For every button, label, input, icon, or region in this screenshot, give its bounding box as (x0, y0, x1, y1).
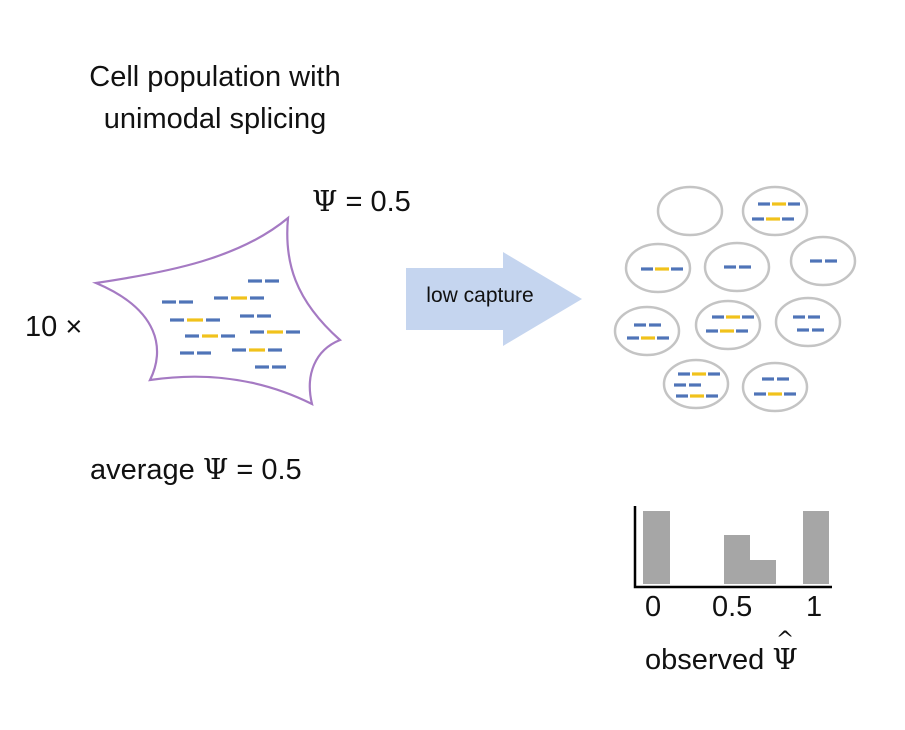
psi-symbol: Ψ (312, 184, 338, 218)
droplet (703, 241, 771, 293)
diagram-title: Cell population with unimodal splicing (40, 56, 390, 140)
psi-value: = 0.5 (345, 186, 411, 218)
histogram-axes (633, 506, 832, 589)
histogram-bar-0 (643, 511, 670, 584)
xlabel-prefix: observed (645, 644, 765, 676)
cell-transcripts (162, 279, 300, 369)
low-capture-arrow (406, 252, 582, 346)
psi-hat-symbol: ^ Ψ (772, 628, 798, 676)
histogram-xlabel: observed ^ Ψ (645, 628, 798, 677)
average-value: = 0.5 (236, 454, 302, 486)
histogram-tick-0.5: 0.5 (712, 591, 753, 623)
droplet (613, 305, 681, 357)
average-prefix: average (90, 454, 195, 486)
average-psi-label: average Ψ = 0.5 (90, 452, 302, 487)
psi-value-label: Ψ = 0.5 (312, 184, 411, 219)
droplet (774, 296, 842, 348)
droplet (741, 361, 809, 413)
histogram (633, 506, 832, 589)
histogram-bar-1 (803, 511, 829, 584)
droplet-transcripts (627, 202, 837, 398)
histogram-tick-1: 1 (806, 591, 823, 623)
histogram-tick-0: 0 (645, 591, 662, 623)
histogram-bar-0.5 (724, 535, 750, 584)
title-line-2: unimodal splicing (103, 103, 327, 135)
droplet (662, 358, 730, 410)
droplet (656, 185, 724, 237)
histogram-bar-0.5-low (750, 560, 776, 584)
droplet (741, 185, 809, 237)
droplets (613, 185, 857, 413)
arrow-label: low capture (426, 284, 534, 307)
droplet (624, 242, 692, 294)
multiplier-label: 10 × (25, 311, 83, 343)
hat-accent: ^ (775, 628, 795, 653)
psi-symbol: Ψ (202, 452, 229, 486)
droplet (789, 235, 857, 287)
title-line-1: Cell population with (89, 61, 341, 93)
psi-symbol: Ψ (772, 642, 798, 676)
cell-outline (91, 215, 343, 407)
droplet (694, 299, 762, 351)
